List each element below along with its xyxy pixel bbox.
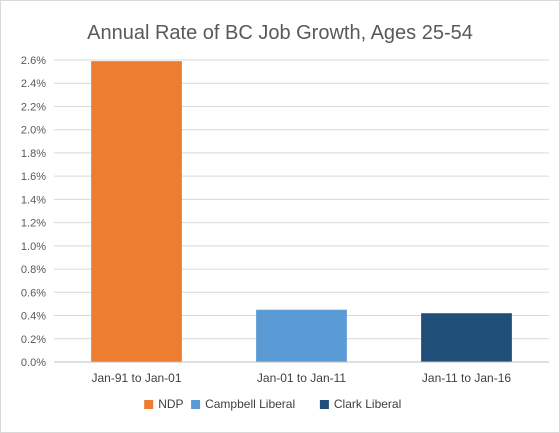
y-tick-label: 0.8% — [21, 264, 46, 276]
bars — [91, 61, 512, 363]
y-tick-label: 1.8% — [21, 148, 46, 160]
legend-swatch-1 — [144, 400, 154, 409]
legend-label: Campbell Liberal — [205, 397, 295, 411]
x-category-label: Jan-11 to Jan-16 — [422, 371, 511, 385]
y-tick-label: 0.0% — [21, 357, 46, 369]
x-category-label: Jan-91 to Jan-01 — [91, 371, 181, 385]
y-tick-label: 2.0% — [21, 125, 46, 137]
legend-label: NDP — [158, 397, 183, 411]
legend-swatch-2 — [191, 400, 201, 409]
y-tick-label: 1.2% — [21, 218, 46, 230]
legend-label: Clark Liberal — [334, 397, 401, 411]
legend: NDP Campbell Liberal Clark Liberal — [144, 397, 401, 411]
x-axis-category-labels: Jan-91 to Jan-01 Jan-01 to Jan-11 Jan-11 t… — [91, 371, 511, 385]
legend-swatch-3 — [319, 400, 329, 409]
chart-title: Annual Rate of BC Job Growth, Ages 25-54 — [87, 22, 473, 44]
y-tick-label: 0.6% — [21, 287, 46, 299]
y-axis-tick-labels: 0.0% 0.2% 0.4% 0.6% 0.8% 1.0% 1.2% 1.4% 1.6% 1.8%… — [21, 55, 46, 369]
y-tick-label: 2.6% — [21, 55, 46, 67]
x-category-label: Jan-01 to Jan-11 — [257, 371, 346, 385]
bar-1 — [91, 61, 182, 363]
y-tick-label: 1.4% — [21, 194, 46, 206]
y-tick-label: 0.4% — [21, 311, 46, 323]
y-tick-label: 0.2% — [21, 334, 46, 346]
bar-2 — [256, 309, 347, 362]
y-tick-label: 1.6% — [21, 171, 46, 183]
bar-3 — [421, 313, 512, 362]
y-tick-label: 1.0% — [21, 241, 46, 253]
y-tick-label: 2.2% — [21, 101, 46, 113]
y-tick-label: 2.4% — [21, 78, 46, 90]
